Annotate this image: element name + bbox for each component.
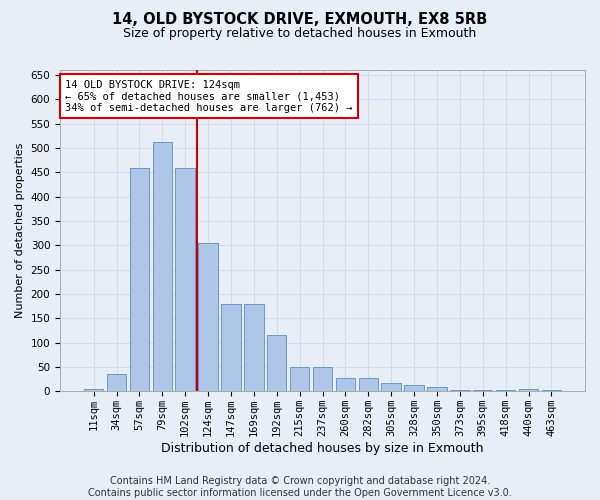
Bar — [130, 168, 149, 392]
Bar — [313, 367, 332, 392]
Y-axis label: Number of detached properties: Number of detached properties — [15, 143, 25, 318]
Bar — [427, 388, 446, 392]
Bar — [221, 304, 241, 392]
Text: 14 OLD BYSTOCK DRIVE: 124sqm
← 65% of detached houses are smaller (1,453)
34% of: 14 OLD BYSTOCK DRIVE: 124sqm ← 65% of de… — [65, 80, 353, 113]
Bar — [450, 390, 470, 392]
Bar — [267, 336, 286, 392]
X-axis label: Distribution of detached houses by size in Exmouth: Distribution of detached houses by size … — [161, 442, 484, 455]
Bar — [519, 389, 538, 392]
Bar — [175, 168, 195, 392]
Bar — [199, 243, 218, 392]
Bar — [382, 382, 401, 392]
Bar — [542, 390, 561, 392]
Bar — [244, 304, 263, 392]
Bar — [290, 367, 310, 392]
Text: 14, OLD BYSTOCK DRIVE, EXMOUTH, EX8 5RB: 14, OLD BYSTOCK DRIVE, EXMOUTH, EX8 5RB — [112, 12, 488, 28]
Text: Size of property relative to detached houses in Exmouth: Size of property relative to detached ho… — [124, 28, 476, 40]
Bar — [359, 378, 378, 392]
Text: Contains HM Land Registry data © Crown copyright and database right 2024.
Contai: Contains HM Land Registry data © Crown c… — [88, 476, 512, 498]
Bar — [152, 142, 172, 392]
Bar — [107, 374, 126, 392]
Bar — [473, 390, 493, 392]
Bar — [335, 378, 355, 392]
Bar — [84, 389, 103, 392]
Bar — [404, 386, 424, 392]
Bar — [496, 390, 515, 392]
